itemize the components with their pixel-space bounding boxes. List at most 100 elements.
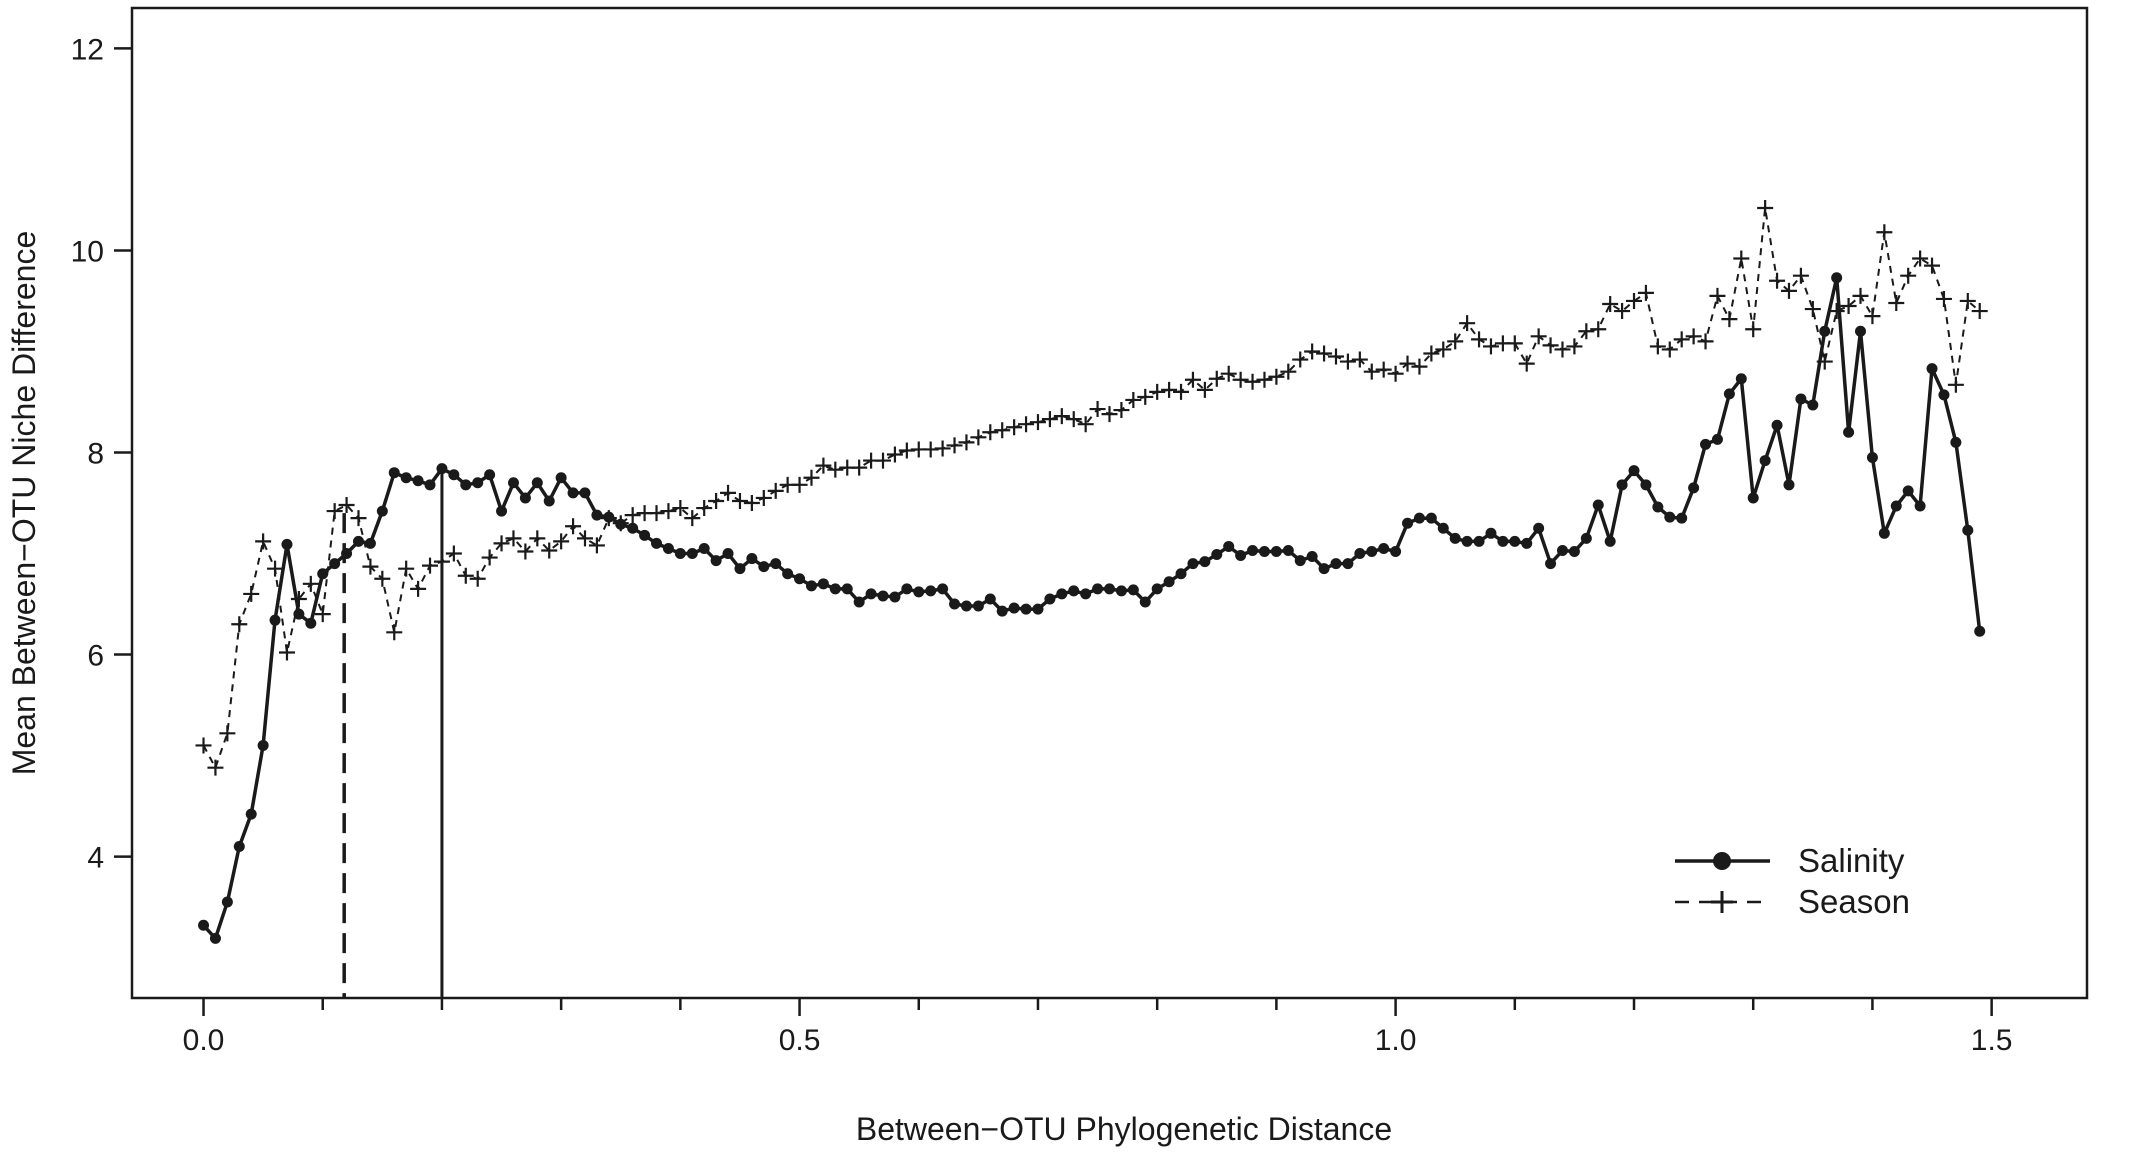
season-point xyxy=(815,457,832,474)
season-point xyxy=(1041,411,1058,428)
salinity-point xyxy=(1235,550,1247,562)
salinity-point xyxy=(1270,545,1282,557)
salinity-point xyxy=(567,487,579,499)
salinity-point xyxy=(1378,542,1390,554)
salinity-point xyxy=(937,583,949,595)
season-point xyxy=(565,518,582,535)
y-tick-label: 4 xyxy=(87,842,104,875)
season-point xyxy=(994,422,1011,439)
salinity-point xyxy=(1962,524,1974,536)
salinity-point xyxy=(734,563,746,575)
salinity-point xyxy=(1402,517,1414,529)
salinity-point xyxy=(901,583,913,595)
x-tick-label: 1.5 xyxy=(1971,1024,2013,1057)
salinity-point xyxy=(1104,583,1115,595)
salinity-point xyxy=(1676,512,1688,524)
salinity-point xyxy=(1306,551,1318,563)
season-point xyxy=(648,505,665,522)
season-point xyxy=(1709,287,1726,304)
season-point xyxy=(1935,290,1952,307)
season-point xyxy=(672,500,689,517)
salinity-point xyxy=(293,608,305,620)
season-point xyxy=(541,542,558,559)
season-point xyxy=(1113,402,1130,419)
season-point xyxy=(386,624,403,641)
salinity-point xyxy=(686,548,698,560)
salinity-point xyxy=(782,568,794,580)
season-point xyxy=(350,510,367,527)
salinity-point xyxy=(972,600,984,612)
legend-season-label: Season xyxy=(1798,883,1910,920)
salinity-point xyxy=(591,509,603,521)
salinity-point xyxy=(1556,544,1568,556)
salinity-point xyxy=(329,558,341,570)
season-point xyxy=(1459,315,1476,332)
season-point xyxy=(1566,338,1583,355)
season-point xyxy=(1411,358,1428,375)
season-point xyxy=(207,759,224,776)
salinity-point xyxy=(722,548,734,560)
x-tick-label: 0.0 xyxy=(183,1024,225,1057)
season-point xyxy=(1363,363,1380,380)
salinity-point xyxy=(984,593,996,605)
season-point xyxy=(934,440,951,457)
season-point xyxy=(1137,388,1154,405)
season-point xyxy=(1769,272,1786,289)
season-point xyxy=(1256,371,1273,388)
season-point xyxy=(1971,303,1988,320)
season-point xyxy=(1244,373,1261,390)
season-point xyxy=(314,606,331,623)
season-point xyxy=(1924,257,1941,274)
salinity-point xyxy=(1604,535,1616,547)
season-point xyxy=(1482,338,1499,355)
salinity-point xyxy=(1866,452,1878,464)
season-point xyxy=(219,725,236,742)
salinity-point xyxy=(1342,558,1354,570)
season-point xyxy=(875,452,892,469)
salinity-point xyxy=(925,585,937,597)
salinity-point xyxy=(496,505,508,517)
season-point xyxy=(481,549,498,566)
salinity-point xyxy=(1771,419,1783,431)
x-axis-title: Between−OTU Phylogenetic Distance xyxy=(856,1111,1392,1147)
salinity-point xyxy=(1330,558,1342,570)
season-point xyxy=(302,575,319,592)
salinity-point xyxy=(484,469,496,481)
salinity-point xyxy=(388,467,400,479)
season-point xyxy=(1280,363,1297,380)
salinity-point xyxy=(1521,537,1533,549)
season-point xyxy=(1828,303,1845,320)
salinity-point xyxy=(448,469,460,481)
season-point xyxy=(1173,383,1190,400)
season-point xyxy=(1089,401,1106,418)
salinity-point xyxy=(1878,527,1890,539)
salinity-point xyxy=(364,537,376,549)
season-point xyxy=(1614,303,1631,320)
season-point xyxy=(267,560,284,577)
salinity-point xyxy=(1950,436,1962,448)
season-point xyxy=(731,492,748,509)
salinity-point xyxy=(889,591,901,603)
y-axis: 4 6 8 10 12 xyxy=(71,33,132,875)
salinity-point xyxy=(1688,482,1700,494)
season-point xyxy=(1292,351,1309,368)
salinity-point xyxy=(1485,527,1497,539)
salinity-point xyxy=(698,542,710,554)
salinity-point xyxy=(1247,544,1259,556)
salinity-point xyxy=(1616,479,1628,491)
salinity-point xyxy=(1223,540,1235,552)
season-point xyxy=(1316,345,1333,362)
salinity-point xyxy=(841,583,853,595)
season-point xyxy=(1053,408,1070,425)
season-point xyxy=(1029,414,1046,431)
y-axis-title: Mean Between−OTU Niche Difference xyxy=(6,231,42,776)
salinity-point xyxy=(1437,522,1449,534)
season-point xyxy=(1864,308,1881,325)
salinity-point xyxy=(1902,485,1914,497)
salinity-point xyxy=(817,578,829,590)
season-point xyxy=(827,461,844,478)
salinity-point xyxy=(1640,479,1652,491)
x-tick-label: 1.0 xyxy=(1375,1024,1417,1057)
salinity-point xyxy=(1926,363,1938,375)
